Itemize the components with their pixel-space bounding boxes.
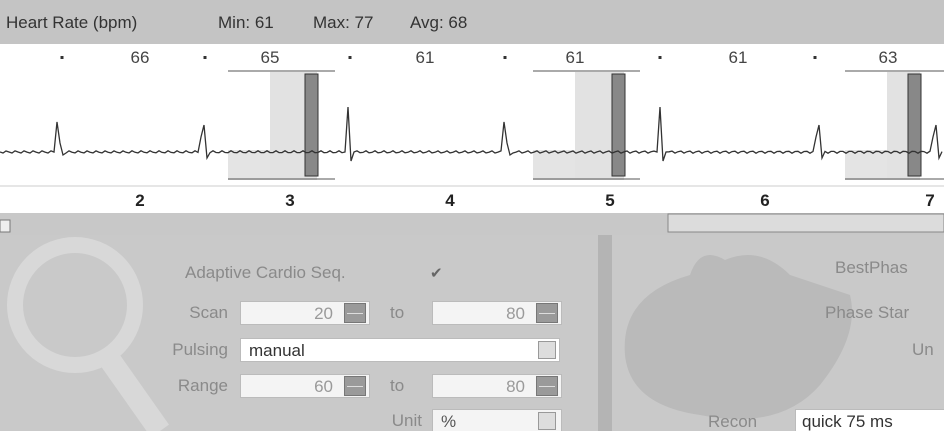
ecg-view: 66 65 61 61 61 63 2 3 4 5 6 7 (0, 44, 944, 235)
heart-rate: 61 (566, 48, 585, 67)
adaptive-checkbox[interactable]: ✔ (430, 264, 443, 282)
pulsing-select[interactable]: manual (240, 338, 560, 362)
range-label: Range (178, 376, 228, 396)
spinner[interactable] (344, 376, 366, 396)
phase-start-label: Phase Star (825, 303, 909, 323)
highlight-low (845, 150, 887, 180)
avg: Avg: 68 (410, 13, 467, 33)
beat-number: 7 (925, 191, 934, 210)
recon-value[interactable]: quick 75 ms (795, 409, 944, 431)
decor (0, 235, 944, 431)
dropdown-button[interactable] (538, 412, 556, 430)
highlight-low (228, 150, 270, 180)
scroll-thumb[interactable] (668, 214, 944, 232)
best-phase-label: BestPhas (835, 258, 908, 278)
beat-dot (659, 56, 662, 59)
heart-rate: 66 (131, 48, 150, 67)
recon-label: Recon (708, 412, 757, 431)
range-to-label: to (390, 376, 404, 396)
phase-bar (612, 74, 625, 176)
unit-label: Unit (392, 411, 422, 431)
scan-label: Scan (189, 303, 228, 323)
beat-dot (204, 56, 207, 59)
phase-bar (305, 74, 318, 176)
heart-rate: 61 (416, 48, 435, 67)
highlight-low (533, 150, 575, 180)
beat-number: 4 (445, 191, 455, 210)
max: Max: 77 (313, 13, 373, 33)
beat-number: 6 (760, 191, 769, 210)
highlights (228, 71, 944, 180)
magnifier-icon (15, 245, 135, 365)
unit-label-right: Un (912, 340, 934, 360)
header-bar: Heart Rate (bpm) Min: 61 Max: 77 Avg: 68 (0, 0, 944, 44)
screen: Heart Rate (bpm) Min: 61 Max: 77 Avg: 68… (0, 0, 944, 431)
phase-bar (908, 74, 921, 176)
heart-rate: 65 (261, 48, 280, 67)
spinner[interactable] (536, 303, 558, 323)
beat-number: 2 (135, 191, 144, 210)
heart-icon (625, 255, 852, 419)
heart-rate: 61 (729, 48, 748, 67)
spinner[interactable] (344, 303, 366, 323)
adaptive-label: Adaptive Cardio Seq. (185, 263, 346, 283)
beat-dot (61, 56, 64, 59)
magnifier-handle (110, 360, 160, 431)
heart-rate: 63 (879, 48, 898, 67)
pulsing-label: Pulsing (172, 340, 228, 360)
lower-panel (0, 235, 944, 431)
min: Min: 61 (218, 13, 274, 33)
title: Heart Rate (bpm) (6, 13, 137, 33)
divider (598, 235, 612, 431)
beat-number: 3 (285, 191, 294, 210)
dropdown-button[interactable] (538, 341, 556, 359)
beat-number: 5 (605, 191, 614, 210)
beat-dot (504, 56, 507, 59)
scan-to-label: to (390, 303, 404, 323)
ecg-trace (0, 107, 942, 161)
beat-dot (349, 56, 352, 59)
beat-dot (814, 56, 817, 59)
scroll-left[interactable] (0, 220, 10, 232)
spinner[interactable] (536, 376, 558, 396)
